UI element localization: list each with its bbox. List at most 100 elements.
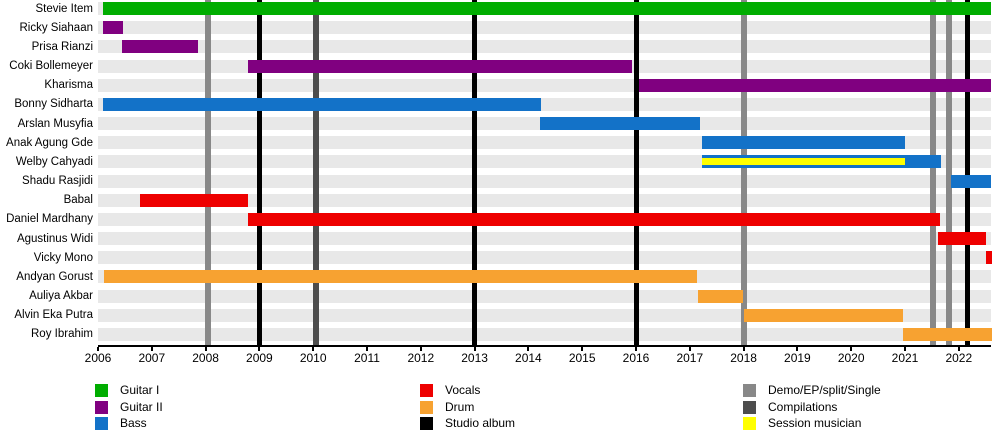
year-tick — [688, 347, 691, 351]
year-tick — [527, 347, 530, 351]
member-bar-vocals — [248, 212, 940, 226]
release-line-compilation — [312, 0, 319, 346]
year-tick — [635, 347, 637, 351]
member-bar-drum — [902, 327, 993, 341]
release-line-album — [633, 0, 639, 346]
year-tick — [796, 347, 799, 351]
member-label: Roy Ibrahim — [31, 328, 93, 341]
year-tick-label: 2022 — [945, 351, 973, 365]
year-tick-label: 2006 — [84, 351, 112, 365]
legend-swatch-album — [420, 417, 433, 430]
year-tick-label: 2011 — [354, 351, 380, 365]
year-tick-label: 2014 — [515, 351, 542, 365]
row-band — [98, 232, 992, 246]
member-bar-drum — [697, 289, 744, 303]
member-label: Andyan Gorust — [16, 270, 93, 283]
member-label: Ricky Siahaan — [19, 21, 93, 34]
member-label: Vicky Mono — [33, 251, 93, 264]
legend-label-compilation: Compilations — [768, 399, 838, 414]
legend-swatch-bass — [95, 417, 108, 430]
member-bar-bass — [702, 136, 905, 150]
member-bar-guitar2 — [638, 78, 992, 92]
member-bar-guitar2 — [248, 59, 633, 73]
year-tick — [850, 347, 853, 351]
member-bar-bass — [540, 117, 701, 131]
year-tick-label: 2008 — [192, 351, 219, 365]
member-label: Alvin Eka Putra — [14, 309, 93, 322]
row-band — [98, 289, 992, 303]
legend-swatch-session — [743, 417, 756, 430]
release-line-album — [256, 0, 262, 346]
session-musician-stripe — [702, 158, 905, 166]
legend-label-drum: Drum — [445, 399, 475, 414]
year-tick — [150, 347, 153, 351]
year-tick — [581, 347, 584, 351]
year-tick-label: 2019 — [784, 351, 811, 365]
row-band — [98, 193, 992, 207]
legend-swatch-drum — [420, 400, 433, 414]
year-tick-label: 2017 — [676, 351, 704, 365]
year-tick — [258, 347, 261, 351]
year-tick-label: 2021 — [891, 351, 919, 365]
member-bar-guitar2 — [122, 40, 199, 54]
member-bar-guitar1 — [103, 2, 992, 16]
legend-label-album: Studio album — [445, 416, 516, 430]
year-tick-label: 2020 — [837, 351, 865, 365]
x-axis-line — [98, 345, 992, 347]
member-bar-vocals — [938, 232, 987, 246]
member-bar-vocals — [985, 251, 993, 265]
year-tick — [366, 347, 368, 351]
member-label: Welby Cahyadi — [15, 155, 93, 168]
release-line-demo — [205, 0, 212, 346]
member-bar-bass — [103, 97, 541, 111]
release-line-demo — [946, 0, 953, 346]
member-label: Prisa Rianzi — [31, 40, 93, 53]
member-label: Shadu Rasjidi — [22, 175, 93, 188]
year-tick-label: 2010 — [299, 351, 327, 365]
year-tick — [957, 347, 960, 351]
legend-label-guitar1: Guitar I — [120, 383, 160, 397]
member-label: Kharisma — [44, 79, 93, 92]
member-label: Coki Bollemeyer — [9, 60, 93, 73]
legend-swatch-demo — [743, 384, 756, 397]
legend-swatch-vocals — [420, 384, 433, 397]
row-band — [98, 251, 992, 265]
member-bar-bass — [950, 174, 992, 188]
year-tick — [419, 347, 422, 351]
row-band — [98, 21, 992, 35]
row-band — [98, 40, 992, 54]
year-tick — [742, 347, 745, 351]
member-bar-guitar2 — [103, 21, 123, 35]
row-band — [98, 327, 992, 341]
legend-swatch-guitar1 — [95, 384, 108, 397]
year-tick-label: 2007 — [138, 351, 166, 365]
legend-label-bass: Bass — [120, 416, 147, 430]
member-label: Bonny Sidharta — [14, 98, 93, 111]
legend-swatch-guitar2 — [95, 400, 108, 414]
release-line-demo — [929, 0, 936, 346]
year-tick — [204, 347, 207, 351]
year-tick — [97, 347, 99, 351]
release-line-album — [965, 0, 971, 346]
year-tick-label: 2013 — [461, 351, 488, 365]
release-line-album — [472, 0, 478, 346]
release-line-demo — [740, 0, 747, 346]
legend-swatch-compilation — [743, 400, 756, 414]
legend-label-guitar2: Guitar II — [120, 399, 163, 414]
member-bar-drum — [744, 308, 903, 322]
member-label: Stevie Item — [35, 2, 93, 15]
year-tick-label: 2016 — [622, 351, 650, 365]
member-bar-drum — [103, 270, 697, 284]
row-band — [98, 174, 992, 188]
member-label: Agustinus Widi — [16, 232, 93, 245]
legend-label-vocals: Vocals — [445, 383, 481, 397]
year-tick — [473, 347, 476, 351]
year-tick — [312, 347, 315, 351]
member-label: Anak Agung Gde — [6, 136, 93, 149]
legend-label-demo: Demo/EP/split/Single — [768, 383, 881, 397]
year-tick-label: 2018 — [730, 351, 757, 365]
member-label: Daniel Mardhany — [6, 213, 93, 226]
year-tick-label: 2009 — [246, 351, 273, 365]
legend-label-session: Session musician — [768, 416, 862, 430]
